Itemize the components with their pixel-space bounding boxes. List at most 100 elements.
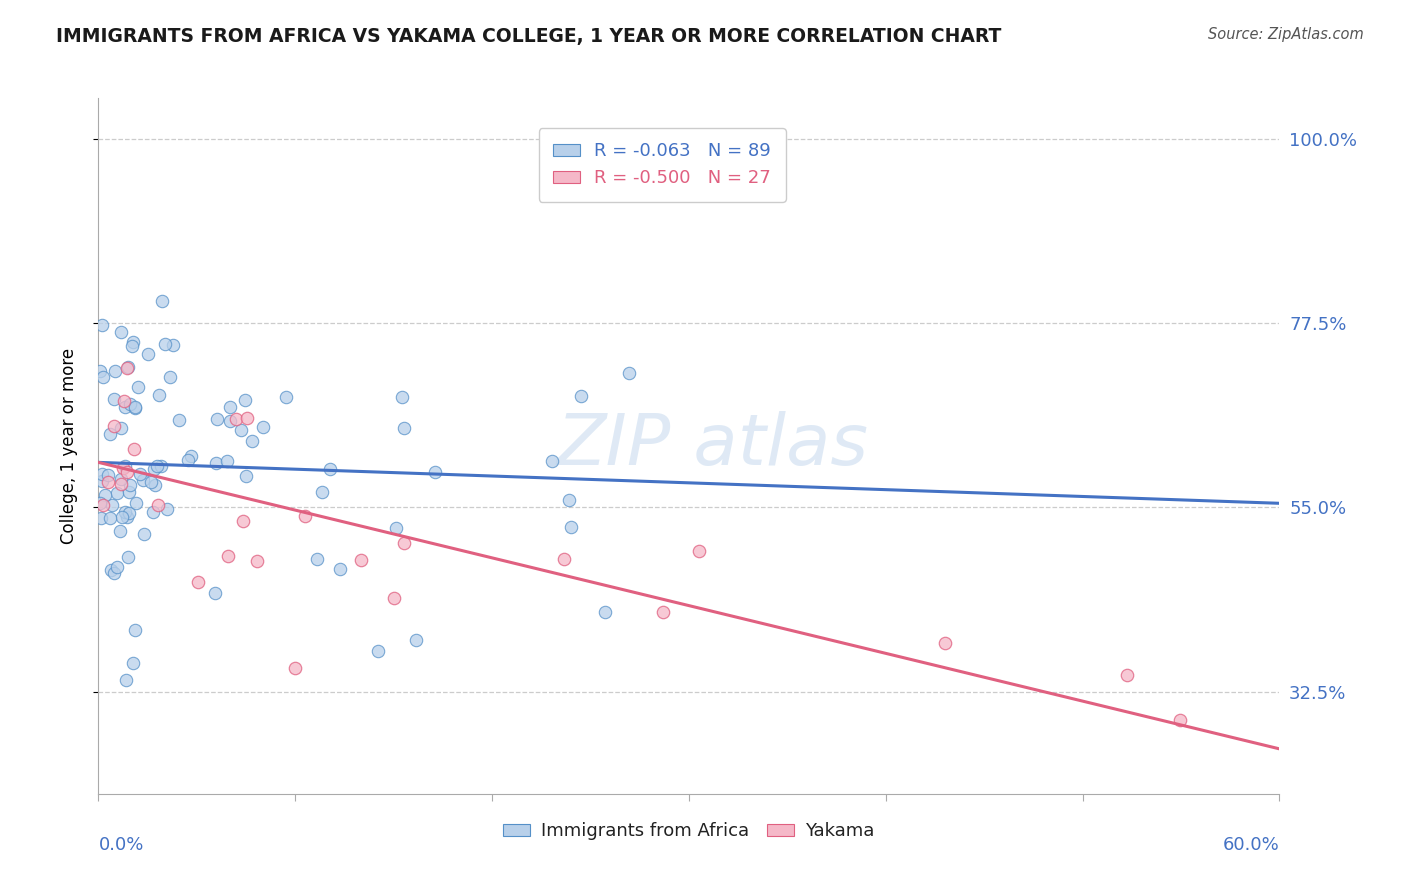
Point: [110, 420, 132, 434]
Point: [98, 511, 121, 525]
Point: [117, 359, 139, 374]
Point: [91, 474, 114, 488]
Point: [105, 559, 128, 574]
Point: [127, 380, 149, 394]
Point: [236, 411, 259, 425]
Point: [94, 488, 117, 502]
Point: [205, 456, 228, 470]
Point: [91, 498, 114, 512]
Point: [159, 369, 181, 384]
Point: [217, 549, 239, 563]
Point: [593, 605, 616, 619]
Point: [139, 475, 162, 489]
Point: [103, 392, 125, 406]
Point: [162, 338, 184, 352]
Point: [89, 495, 111, 509]
Point: [143, 462, 166, 476]
Point: [91, 370, 114, 384]
Point: [540, 454, 562, 468]
Point: [558, 492, 581, 507]
Point: [569, 389, 592, 403]
Point: [110, 325, 132, 339]
Point: [231, 423, 253, 437]
Text: IMMIGRANTS FROM AFRICA VS YAKAMA COLLEGE, 1 YEAR OR MORE CORRELATION CHART: IMMIGRANTS FROM AFRICA VS YAKAMA COLLEGE…: [56, 27, 1001, 45]
Point: [187, 575, 209, 590]
Point: [121, 657, 143, 671]
Point: [124, 623, 146, 637]
Point: [97, 475, 120, 490]
Point: [167, 413, 190, 427]
Point: [232, 514, 254, 528]
Point: [146, 498, 169, 512]
Point: [98, 426, 121, 441]
Point: [311, 484, 333, 499]
Point: [148, 388, 170, 402]
Point: [114, 505, 136, 519]
Point: [91, 467, 114, 482]
Point: [115, 361, 138, 376]
Point: [617, 366, 640, 380]
Point: [108, 524, 131, 539]
Text: Source: ZipAtlas.com: Source: ZipAtlas.com: [1208, 27, 1364, 42]
Point: [235, 392, 257, 407]
Point: [89, 364, 111, 378]
Point: [156, 501, 179, 516]
Point: [120, 397, 142, 411]
Point: [1116, 667, 1139, 681]
Point: [100, 498, 122, 512]
Point: [124, 400, 146, 414]
Point: [150, 293, 173, 308]
Point: [367, 644, 389, 658]
Point: [115, 465, 138, 479]
Y-axis label: College, 1 year or more: College, 1 year or more: [59, 348, 77, 544]
Point: [219, 400, 242, 414]
Point: [142, 505, 165, 519]
Point: [423, 465, 446, 479]
Point: [105, 485, 128, 500]
Point: [934, 636, 956, 650]
Point: [118, 484, 141, 499]
Point: [405, 632, 427, 647]
Point: [688, 544, 710, 558]
Point: [90, 318, 112, 332]
Point: [319, 461, 342, 475]
Point: [131, 473, 153, 487]
Point: [132, 526, 155, 541]
Point: [225, 411, 247, 425]
Point: [129, 467, 152, 481]
Point: [1168, 713, 1191, 727]
Text: 60.0%: 60.0%: [1223, 836, 1279, 854]
Point: [235, 468, 257, 483]
Point: [284, 661, 307, 675]
Text: 0.0%: 0.0%: [98, 836, 143, 854]
Point: [153, 337, 176, 351]
Point: [103, 566, 125, 581]
Point: [177, 452, 200, 467]
Point: [350, 552, 373, 566]
Point: [276, 390, 298, 404]
Point: [146, 458, 169, 473]
Point: [122, 442, 145, 457]
Point: [121, 335, 143, 350]
Point: [307, 552, 329, 566]
Point: [392, 536, 415, 550]
Point: [110, 472, 132, 486]
Point: [240, 434, 263, 448]
Point: [294, 508, 316, 523]
Legend: Immigrants from Africa, Yakama: Immigrants from Africa, Yakama: [496, 815, 882, 847]
Point: [217, 454, 239, 468]
Point: [204, 585, 226, 599]
Point: [245, 554, 267, 568]
Point: [143, 478, 166, 492]
Point: [111, 509, 134, 524]
Point: [110, 476, 132, 491]
Point: [97, 468, 120, 483]
Point: [118, 506, 141, 520]
Point: [219, 414, 242, 428]
Point: [391, 390, 413, 404]
Point: [149, 459, 172, 474]
Point: [560, 520, 582, 534]
Point: [104, 364, 127, 378]
Point: [112, 393, 135, 408]
Point: [114, 401, 136, 415]
